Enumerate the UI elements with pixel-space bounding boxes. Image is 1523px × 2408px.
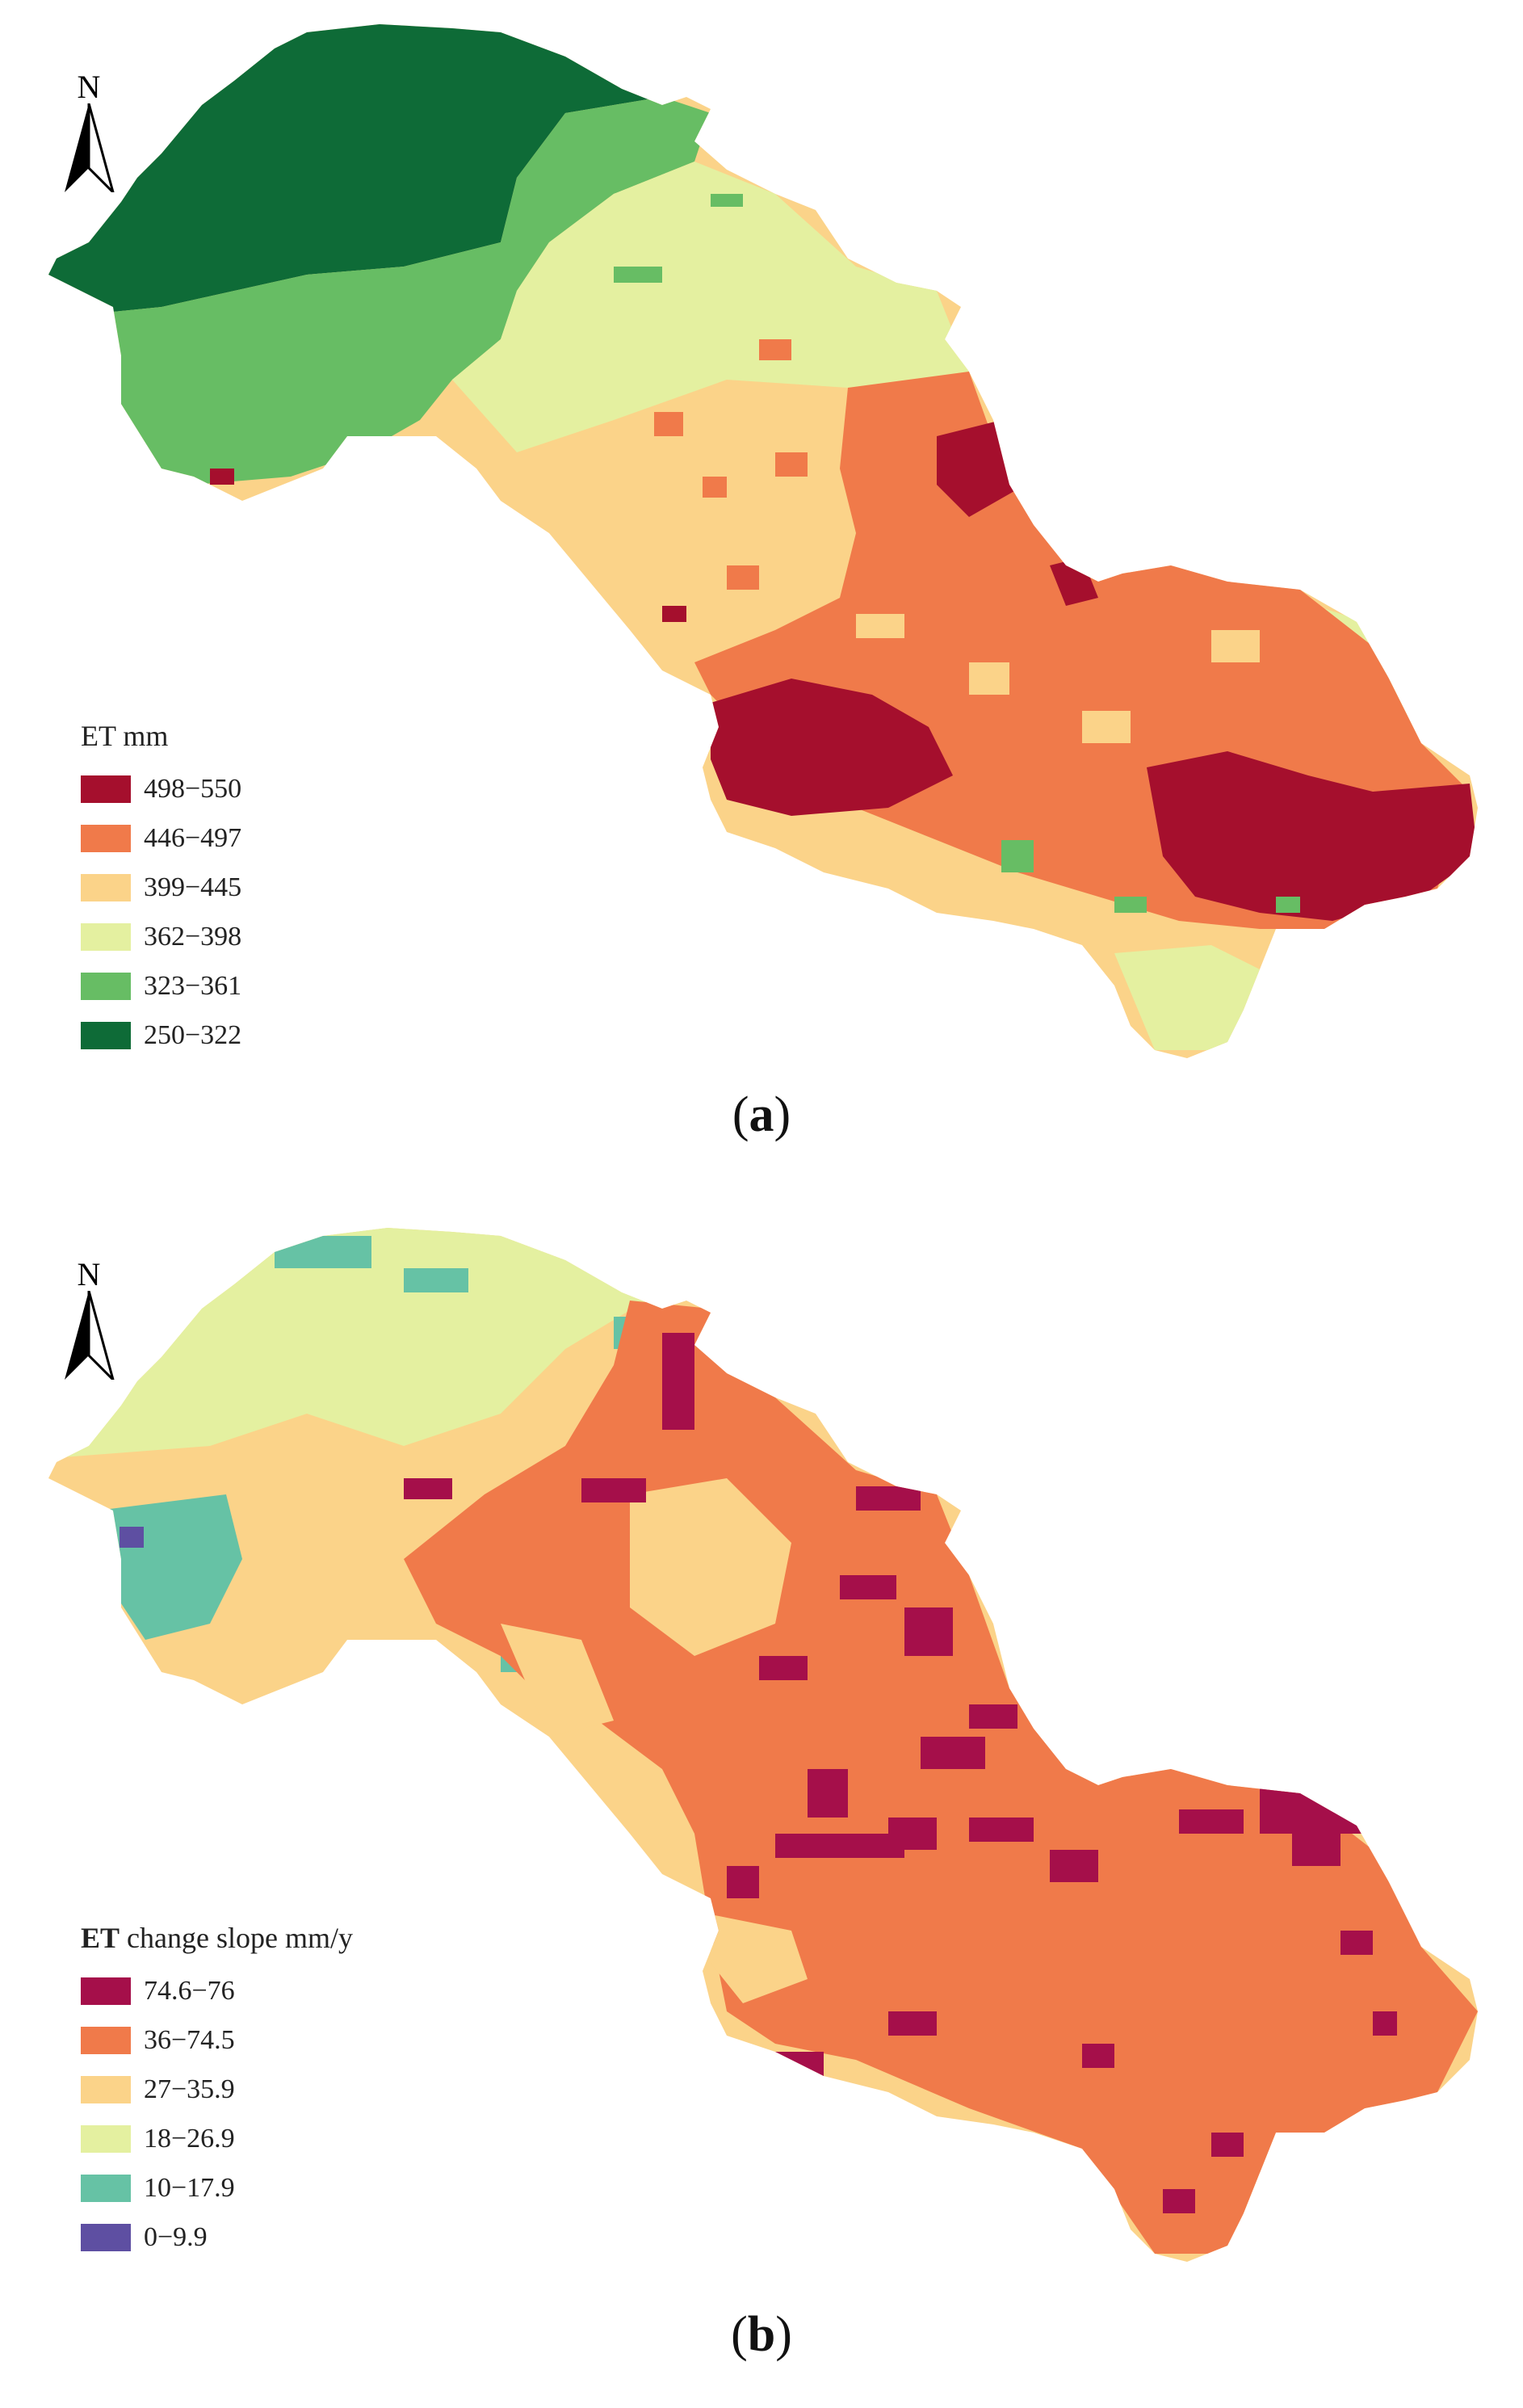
legend-item: 399−445 — [81, 863, 241, 912]
legend-swatch — [81, 2124, 131, 2153]
north-arrow-b: N — [57, 1256, 121, 1385]
et-map-a — [48, 24, 1478, 1058]
legend-label: 27−35.9 — [144, 2074, 235, 2104]
legend-swatch — [81, 1021, 131, 1049]
legend-swatch — [81, 2075, 131, 2103]
map-panel-a: N ET mm 498−550 446−497 399−445 362−398 323−… — [0, 0, 1523, 1142]
legend-item: 323−361 — [81, 961, 241, 1011]
legend-label: 0−9.9 — [144, 2221, 208, 2252]
legend-swatch — [81, 2026, 131, 2054]
legend-label: 10−17.9 — [144, 2172, 235, 2203]
legend-swatch — [81, 972, 131, 1000]
legend-item: 498−550 — [81, 764, 241, 813]
legend-item: 18−26.9 — [81, 2114, 353, 2163]
legend-swatch — [81, 2223, 131, 2251]
legend-swatch — [81, 873, 131, 901]
map-panel-b: N ET change slope mm/y 74.6−76 36−74.5 27−… — [0, 1204, 1523, 2362]
legend-label: 250−322 — [144, 1019, 242, 1050]
legend-swatch — [81, 824, 131, 852]
north-label: N — [77, 1256, 101, 1292]
legend-b: ET change slope mm/y 74.6−76 36−74.5 27−35… — [81, 1921, 353, 2262]
caption-a: (a) — [732, 1087, 791, 1142]
legend-item: 446−497 — [81, 813, 241, 863]
legend-item: 36−74.5 — [81, 2015, 353, 2065]
legend-item: 74.6−76 — [81, 1966, 353, 2015]
legend-swatch — [81, 922, 131, 951]
caption-b: (b) — [731, 2307, 792, 2362]
legend-item: 250−322 — [81, 1011, 241, 1060]
et-change-map-b — [48, 1228, 1478, 2262]
legend-label: 399−445 — [144, 872, 242, 902]
legend-label: 323−361 — [144, 970, 242, 1001]
legend-label: 498−550 — [144, 773, 242, 804]
legend-label: 446−497 — [144, 822, 242, 853]
legend-title-bold: ET — [81, 1922, 120, 1954]
north-arrow-icon — [65, 103, 115, 197]
legend-item: 362−398 — [81, 912, 241, 961]
legend-a: ET mm 498−550 446−497 399−445 362−398 323−36… — [81, 719, 241, 1060]
legend-label: 74.6−76 — [144, 1975, 235, 2006]
legend-swatch — [81, 2174, 131, 2202]
legend-title: ET mm — [81, 720, 169, 752]
legend-label: 18−26.9 — [144, 2123, 235, 2154]
legend-label: 362−398 — [144, 921, 242, 952]
legend-item: 27−35.9 — [81, 2065, 353, 2114]
legend-label: 36−74.5 — [144, 2024, 235, 2055]
north-arrow-a: N — [57, 69, 121, 197]
legend-item: 10−17.9 — [81, 2163, 353, 2213]
legend-title: ET change slope mm/y — [81, 1921, 353, 1955]
caption-letter: a — [749, 1087, 774, 1142]
north-arrow-icon — [65, 1290, 115, 1385]
legend-title-rest: change slope mm/y — [120, 1922, 353, 1954]
legend-swatch — [81, 775, 131, 803]
north-label: N — [77, 69, 101, 105]
legend-item: 0−9.9 — [81, 2213, 353, 2262]
caption-letter: b — [747, 2307, 776, 2362]
legend-swatch — [81, 1977, 131, 2005]
